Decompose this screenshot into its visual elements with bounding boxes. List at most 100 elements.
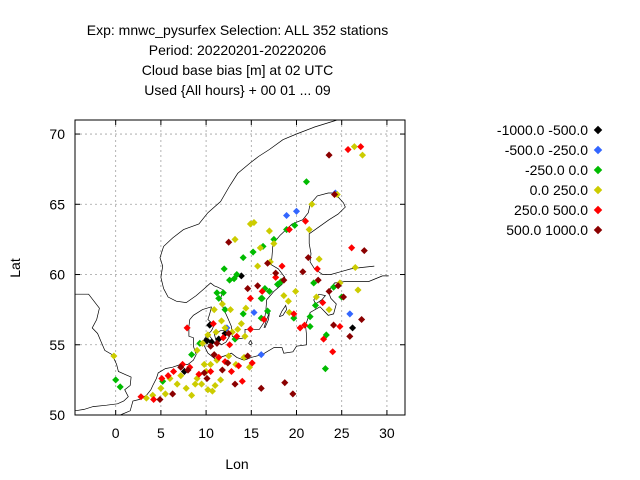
station-marker bbox=[304, 254, 312, 262]
station-marker bbox=[237, 320, 245, 328]
station-marker bbox=[225, 352, 233, 360]
station-marker bbox=[325, 306, 333, 314]
legend-marker bbox=[593, 225, 603, 235]
station-marker bbox=[207, 360, 215, 368]
station-marker bbox=[306, 322, 314, 331]
legend-entry: -250.0 0.0 bbox=[525, 160, 610, 180]
station-marker bbox=[177, 372, 185, 380]
station-marker bbox=[272, 273, 280, 281]
station-marker bbox=[219, 334, 227, 342]
station-marker bbox=[296, 324, 304, 332]
station-marker bbox=[207, 367, 215, 376]
station-marker bbox=[344, 145, 352, 154]
station-marker bbox=[225, 329, 233, 338]
station-marker bbox=[231, 380, 239, 388]
station-marker bbox=[198, 380, 206, 388]
station-marker bbox=[225, 238, 233, 246]
legend-label: -1000.0 -500.0 bbox=[496, 122, 588, 138]
station-marker bbox=[358, 315, 366, 324]
station-marker bbox=[173, 380, 181, 388]
legend-entry: -1000.0 -500.0 bbox=[497, 120, 610, 140]
station-marker bbox=[299, 268, 307, 276]
station-marker bbox=[177, 363, 185, 371]
legend-marker bbox=[593, 165, 603, 175]
station-marker bbox=[257, 384, 265, 392]
station-marker bbox=[191, 380, 199, 388]
station-marker bbox=[235, 362, 243, 370]
y-axis-label: Lat bbox=[7, 258, 23, 278]
station-marker bbox=[301, 217, 310, 225]
station-marker bbox=[241, 332, 249, 340]
station-marker bbox=[204, 331, 212, 339]
coast-segment bbox=[120, 306, 212, 416]
station-marker bbox=[209, 320, 217, 328]
station-marker bbox=[281, 379, 289, 387]
station-marker bbox=[221, 306, 229, 314]
coast-segment bbox=[308, 192, 375, 275]
title-line-3: Cloud base bias [m] at 02 UTC bbox=[141, 62, 334, 78]
y-tick-label: 65 bbox=[49, 196, 65, 212]
station-marker bbox=[306, 313, 314, 321]
station-marker bbox=[219, 289, 227, 297]
station-marker bbox=[254, 262, 262, 270]
station-marker bbox=[207, 342, 215, 350]
legend-label: 500.0 1000.0 bbox=[506, 222, 588, 238]
station-marker bbox=[182, 384, 190, 392]
x-tick-label: 5 bbox=[157, 425, 165, 441]
station-marker bbox=[249, 248, 257, 256]
station-marker bbox=[224, 359, 232, 367]
station-marker bbox=[258, 287, 266, 295]
plot-frame bbox=[74, 119, 406, 416]
station-marker bbox=[272, 269, 280, 277]
title-line-2: Period: 20220201-20220206 bbox=[148, 42, 327, 58]
station-marker bbox=[238, 377, 246, 385]
station-marker bbox=[233, 332, 241, 340]
station-marker bbox=[257, 351, 265, 359]
station-marker bbox=[348, 244, 356, 252]
y-tick-label: 55 bbox=[49, 337, 65, 353]
station-marker bbox=[260, 315, 268, 323]
station-marker bbox=[242, 304, 250, 312]
station-marker bbox=[244, 352, 252, 360]
legend-entry: 500.0 1000.0 bbox=[506, 220, 610, 240]
station-marker bbox=[315, 255, 323, 263]
station-marker bbox=[137, 393, 145, 401]
station-marker bbox=[285, 226, 293, 234]
legend-marker bbox=[593, 145, 603, 155]
coast-segment bbox=[163, 282, 224, 303]
station-marker bbox=[265, 287, 273, 295]
x-tick-label: 15 bbox=[244, 425, 260, 441]
station-marker bbox=[203, 374, 211, 383]
station-marker bbox=[142, 394, 150, 402]
station-marker bbox=[308, 200, 316, 208]
station-marker bbox=[213, 289, 221, 297]
station-marker bbox=[254, 282, 262, 290]
station-marker bbox=[349, 324, 357, 332]
station-marker bbox=[213, 339, 221, 347]
station-marker bbox=[227, 367, 235, 376]
station-marker bbox=[157, 384, 165, 392]
legend-entry: 0.0 250.0 bbox=[530, 180, 610, 200]
station-marker bbox=[360, 247, 368, 255]
station-marker bbox=[234, 325, 242, 333]
station-marker bbox=[212, 328, 220, 336]
station-marker bbox=[325, 287, 333, 295]
station-marker bbox=[250, 308, 258, 317]
station-marker bbox=[112, 376, 120, 384]
station-marker bbox=[256, 244, 264, 252]
station-marker bbox=[239, 310, 247, 318]
station-marker bbox=[321, 365, 329, 373]
station-marker bbox=[357, 143, 365, 151]
station-marker bbox=[211, 381, 219, 390]
station-marker bbox=[193, 346, 201, 354]
station-marker bbox=[244, 285, 252, 293]
station-marker bbox=[264, 259, 272, 267]
station-marker bbox=[350, 143, 358, 151]
y-tick-label: 70 bbox=[49, 126, 65, 142]
station-marker bbox=[358, 151, 367, 159]
station-marker bbox=[257, 294, 265, 302]
station-marker bbox=[289, 390, 297, 398]
station-marker bbox=[246, 325, 254, 333]
station-marker bbox=[314, 276, 322, 284]
